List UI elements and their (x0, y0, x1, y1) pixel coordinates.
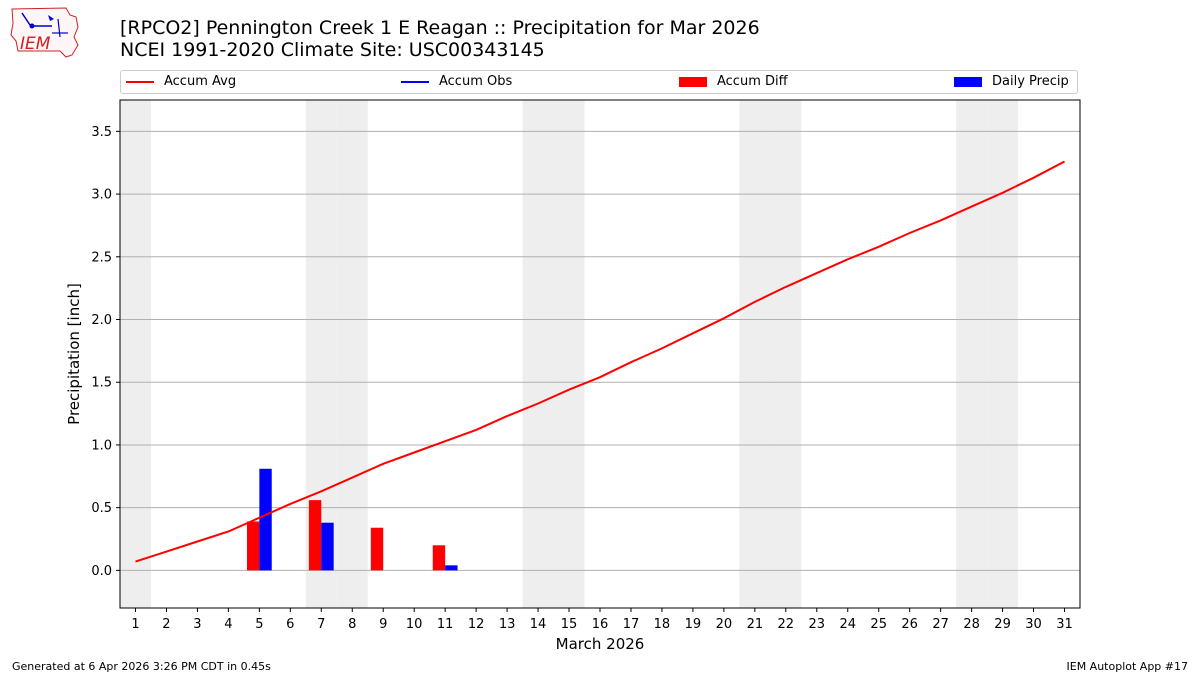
legend-item-accum-diff: Accum Diff (679, 74, 788, 89)
x-tick-label: 12 (468, 617, 485, 632)
weekend-band (739, 100, 771, 608)
y-axis-label: Precipitation [inch] (65, 283, 83, 425)
y-tick-label: 1.5 (91, 376, 112, 391)
x-tick-label: 10 (406, 617, 423, 632)
weekend-band (120, 100, 151, 608)
x-tick-label: 1 (131, 617, 139, 632)
legend: Accum Avg Accum Obs Accum Diff Daily Pre… (120, 70, 1078, 94)
x-tick-label: 15 (561, 617, 578, 632)
weekend-band (770, 100, 802, 608)
x-tick-label: 31 (1056, 617, 1073, 632)
iem-logo: IEM (10, 7, 79, 58)
x-tick-label: 30 (1025, 617, 1042, 632)
y-tick-label: 3.0 (91, 188, 112, 203)
y-tick-label: 0.5 (91, 501, 112, 516)
x-tick-label: 18 (654, 617, 671, 632)
legend-swatch (126, 80, 154, 83)
accum-diff-bar (432, 545, 446, 571)
legend-label: Accum Avg (164, 74, 237, 89)
daily-precip-bar (445, 565, 458, 571)
x-tick-label: 7 (317, 617, 325, 632)
accum-diff-bar (308, 500, 322, 571)
x-tick-label: 9 (379, 617, 387, 632)
x-tick-label: 29 (994, 617, 1011, 632)
legend-item-accum-obs: Accum Obs (401, 74, 512, 89)
y-tick-label: 3.5 (91, 125, 112, 140)
chart-subtitle: NCEI 1991-2020 Climate Site: USC00343145 (120, 39, 545, 61)
x-tick-label: 3 (193, 617, 201, 632)
y-tick-label: 1.0 (91, 438, 112, 453)
legend-swatch (679, 76, 707, 87)
y-tick-label: 2.0 (91, 313, 112, 328)
iowa-outline-icon (10, 7, 79, 58)
x-tick-label: 6 (286, 617, 294, 632)
x-tick-label: 8 (348, 617, 356, 632)
x-tick-label: 16 (592, 617, 609, 632)
legend-swatch (401, 80, 429, 83)
weekend-band (522, 100, 554, 608)
legend-label: Daily Precip (992, 74, 1069, 89)
accum-diff-bar (246, 521, 260, 571)
accum-diff-bar (370, 527, 384, 571)
x-tick-label: 2 (162, 617, 170, 632)
x-tick-label: 17 (623, 617, 640, 632)
y-tick-label: 2.5 (91, 250, 112, 265)
daily-precip-bar (321, 522, 334, 571)
legend-swatch (954, 76, 982, 87)
legend-label: Accum Diff (717, 74, 788, 89)
app-footer: IEM Autoplot App #17 (1066, 660, 1189, 673)
x-tick-label: 13 (499, 617, 516, 632)
weekend-band (336, 100, 368, 608)
x-tick-label: 26 (901, 617, 918, 632)
x-tick-label: 22 (778, 617, 795, 632)
daily-precip-bar (259, 468, 272, 571)
y-tick-label: 0.0 (91, 564, 112, 579)
legend-label: Accum Obs (439, 74, 513, 89)
weekend-band (987, 100, 1019, 608)
weekend-band (956, 100, 988, 608)
accum-avg-line (135, 160, 1065, 563)
x-tick-label: 24 (839, 617, 856, 632)
x-tick-label: 14 (530, 617, 547, 632)
x-tick-label: 23 (809, 617, 826, 632)
generated-footer: Generated at 6 Apr 2026 3:26 PM CDT in 0… (12, 660, 271, 673)
x-tick-label: 11 (437, 617, 454, 632)
legend-item-daily-precip: Daily Precip (954, 74, 1069, 89)
x-tick-label: 27 (932, 617, 949, 632)
x-tick-label: 28 (963, 617, 980, 632)
legend-item-accum-avg: Accum Avg (126, 74, 236, 89)
x-tick-label: 21 (747, 617, 764, 632)
x-tick-label: 19 (685, 617, 702, 632)
x-tick-label: 20 (716, 617, 733, 632)
chart-title: [RPCO2] Pennington Creek 1 E Reagan :: P… (120, 17, 760, 39)
x-axis-label: March 2026 (556, 635, 645, 653)
x-tick-label: 25 (870, 617, 887, 632)
x-tick-label: 4 (224, 617, 232, 632)
weekend-band (553, 100, 585, 608)
logo-text: IEM (20, 34, 51, 54)
x-tick-label: 5 (255, 617, 263, 632)
